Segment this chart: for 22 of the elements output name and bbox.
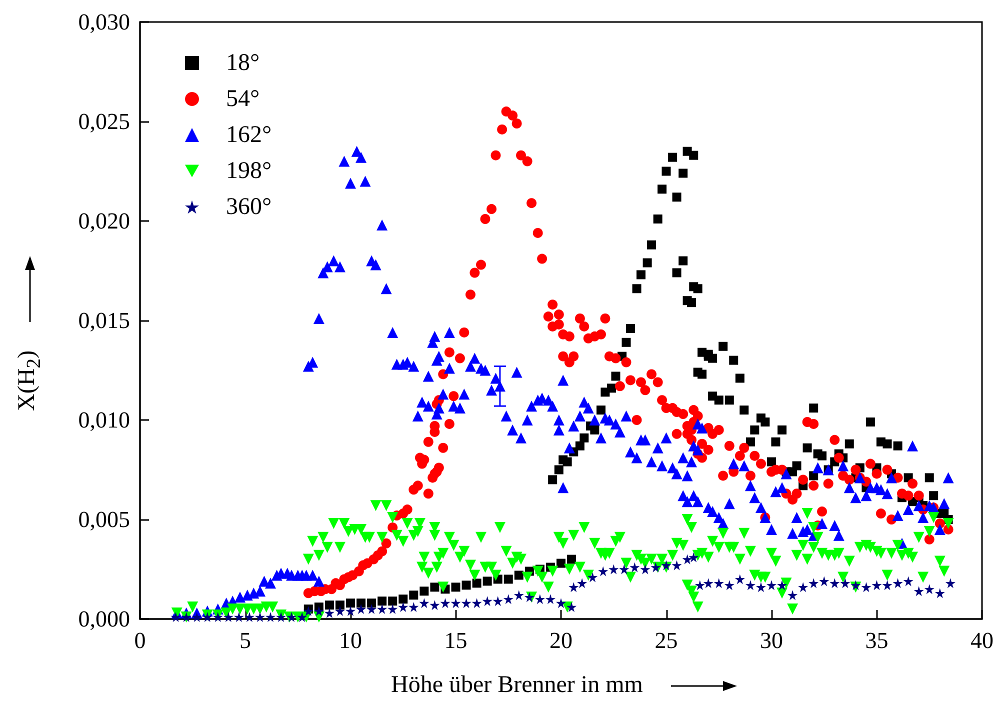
x-tick-label: 20 — [550, 628, 572, 653]
y-tick-label: 0,025 — [78, 109, 130, 134]
y-tick-label: 0,010 — [78, 408, 130, 432]
legend-label: 198° — [226, 158, 272, 184]
x-tick-label: 15 — [444, 628, 468, 653]
y-tick-label: 0,000 — [78, 606, 130, 632]
y-tick-label: 0,030 — [78, 10, 130, 34]
y-tick-label: 0,005 — [78, 507, 130, 532]
x-tick-label: 30 — [760, 628, 783, 653]
legend-label: 162° — [226, 122, 272, 148]
legend-label: 18° — [226, 50, 260, 76]
x-axis-title: Höhe über Brenner in mm — [391, 672, 643, 699]
y-tick-label: 0,015 — [78, 308, 130, 333]
x-tick-label: 0 — [134, 628, 146, 653]
y-tick-label: 0,020 — [78, 208, 130, 234]
legend-label: 360° — [226, 194, 272, 220]
x-tick-label: 10 — [339, 628, 362, 653]
legend-label: 54° — [226, 86, 260, 112]
x-tick-label: 5 — [240, 628, 251, 653]
x-tick-label: 25 — [654, 628, 678, 653]
x-tick-label: 40 — [970, 628, 994, 653]
x-tick-label: 35 — [865, 628, 888, 653]
